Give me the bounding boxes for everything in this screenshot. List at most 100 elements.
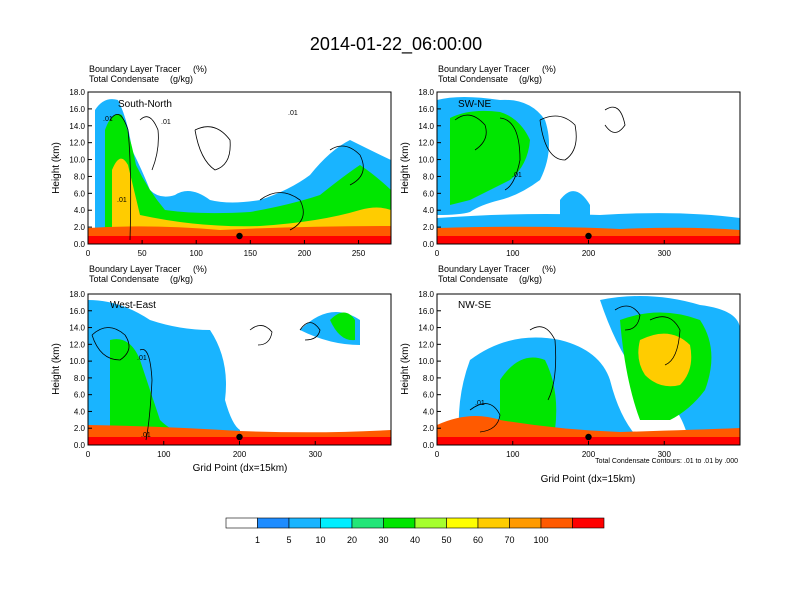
colorbar-label: 1	[255, 535, 260, 545]
x-axis: 0 100 200 300	[86, 441, 323, 459]
location-marker	[236, 433, 243, 441]
colorbar: 1 5 10 20 30 40 50 60 70 100	[225, 517, 605, 545]
y-tick-label: 18.0	[418, 290, 434, 299]
y-axis: 0.0 2.0 4.0 6.0 8.0 10.0 12.0 14.0 16.0 18.0	[69, 290, 92, 450]
y-tick-label: 12.0	[418, 340, 434, 349]
location-marker	[236, 232, 243, 240]
colorbar-label: 100	[533, 535, 548, 545]
condensate-contour	[109, 113, 364, 241]
x-tick-label: 50	[138, 249, 147, 258]
plot-area	[88, 92, 391, 244]
y-tick-label: 6.0	[423, 391, 435, 400]
x-tick-label: 150	[244, 249, 258, 258]
panel-header-var2: Total Condensate	[438, 74, 508, 84]
y-tick-label: 14.0	[418, 122, 434, 131]
x-tick-label: 0	[86, 249, 91, 258]
tracer-fill-high	[112, 158, 391, 244]
panel-header-var1: Boundary Layer Tracer	[438, 64, 530, 74]
x-tick-label: 0	[435, 450, 440, 459]
colorbar-swatch	[509, 517, 542, 529]
contour-label: .01	[117, 197, 127, 204]
y-tick-label: 10.0	[418, 156, 434, 165]
tracer-fill-high	[638, 333, 692, 387]
y-axis-label: Height (km)	[400, 142, 411, 194]
tracer-fill-mid	[450, 110, 530, 244]
colorbar-label: 60	[473, 535, 483, 545]
y-tick-label: 2.0	[74, 223, 86, 232]
colorbar-swatch	[414, 517, 447, 529]
y-axis: 0.0 2.0 4.0 6.0 8.0 10.0 12.0 14.0 16.0 18.0	[418, 88, 441, 249]
x-tick-label: 300	[658, 450, 672, 459]
x-tick-label: 200	[582, 249, 596, 258]
y-tick-label: 18.0	[69, 290, 85, 299]
panel-header-var1: Boundary Layer Tracer	[438, 264, 530, 274]
contour-label: .01	[141, 432, 151, 439]
x-tick-label: 0	[435, 249, 440, 258]
x-tick-label: 100	[506, 249, 520, 258]
panel-header-var2: Total Condensate	[89, 74, 159, 84]
condensate-contour	[91, 322, 321, 441]
colorbar-swatch	[257, 517, 290, 529]
colorbar-swatch	[383, 517, 416, 529]
plot-area	[88, 294, 391, 445]
colorbar-swatch	[572, 517, 605, 529]
plot-area	[437, 294, 740, 445]
panel-header-unit2: (g/kg)	[519, 274, 542, 284]
x-axis-label: Grid Point (dx=15km)	[193, 463, 288, 474]
y-axis-label: Height (km)	[400, 343, 411, 395]
colorbar-label: 20	[347, 535, 357, 545]
colorbar-swatch	[225, 517, 258, 529]
y-tick-label: 12.0	[69, 340, 85, 349]
colorbar-label: 50	[441, 535, 451, 545]
x-tick-label: 0	[86, 450, 91, 459]
y-tick-label: 16.0	[418, 105, 434, 114]
panel-header-unit1: (%)	[193, 264, 207, 274]
x-tick-label: 200	[233, 450, 247, 459]
panel-label: SW-NE	[458, 99, 491, 110]
y-axis: 0.0 2.0 4.0 6.0 8.0 10.0 12.0 14.0 16.0 18.0	[418, 290, 441, 450]
y-tick-label: 6.0	[423, 189, 435, 198]
x-tick-label: 300	[658, 249, 672, 258]
tracer-fill-base	[88, 236, 391, 244]
y-axis-label: Height (km)	[51, 343, 62, 395]
x-tick-label: 250	[352, 249, 366, 258]
y-tick-label: 0.0	[423, 441, 435, 450]
colorbar-label: 5	[286, 535, 291, 545]
y-tick-label: 16.0	[69, 105, 85, 114]
x-axis: 0 50 100 150 200 250	[86, 240, 366, 258]
location-marker	[585, 433, 592, 441]
y-tick-label: 0.0	[423, 240, 435, 249]
panel-south-north: Boundary Layer Tracer (%) Total Condensa…	[51, 64, 392, 258]
y-tick-label: 4.0	[74, 206, 86, 215]
y-tick-label: 2.0	[423, 223, 435, 232]
y-tick-label: 8.0	[423, 374, 435, 383]
x-axis-label: Grid Point (dx=15km)	[541, 474, 636, 485]
plot-area	[437, 92, 740, 244]
contour-info: Total Condensate Contours: .01 to .01 by…	[595, 458, 738, 465]
panel-west-east: Boundary Layer Tracer (%) Total Condensa…	[51, 264, 392, 474]
y-tick-label: 16.0	[418, 307, 434, 316]
panel-header-unit2: (g/kg)	[170, 274, 193, 284]
y-tick-label: 8.0	[423, 172, 435, 181]
y-tick-label: 2.0	[74, 424, 86, 433]
y-tick-label: 4.0	[423, 407, 435, 416]
x-tick-label: 100	[506, 450, 520, 459]
colorbar-label: 10	[315, 535, 325, 545]
y-axis: 0.0 2.0 4.0 6.0 8.0 10.0 12.0 14.0 16.0 18.0	[69, 88, 92, 249]
panel-header-unit2: (g/kg)	[170, 74, 193, 84]
panel-header-unit1: (%)	[542, 264, 556, 274]
y-tick-label: 14.0	[69, 324, 85, 333]
figure-title: 2014-01-22_06:00:00	[310, 34, 482, 55]
x-tick-label: 300	[309, 450, 323, 459]
x-axis: 0 100 200 300	[435, 240, 672, 258]
panel-label: South-North	[118, 99, 172, 110]
y-tick-label: 18.0	[69, 88, 85, 97]
y-tick-label: 8.0	[74, 374, 86, 383]
y-tick-label: 16.0	[69, 307, 85, 316]
colorbar-swatch	[320, 517, 353, 529]
x-axis: 0 100 200 300	[435, 441, 672, 459]
panel-header-var1: Boundary Layer Tracer	[89, 264, 181, 274]
colorbar-label: 70	[504, 535, 514, 545]
y-tick-label: 10.0	[69, 156, 85, 165]
